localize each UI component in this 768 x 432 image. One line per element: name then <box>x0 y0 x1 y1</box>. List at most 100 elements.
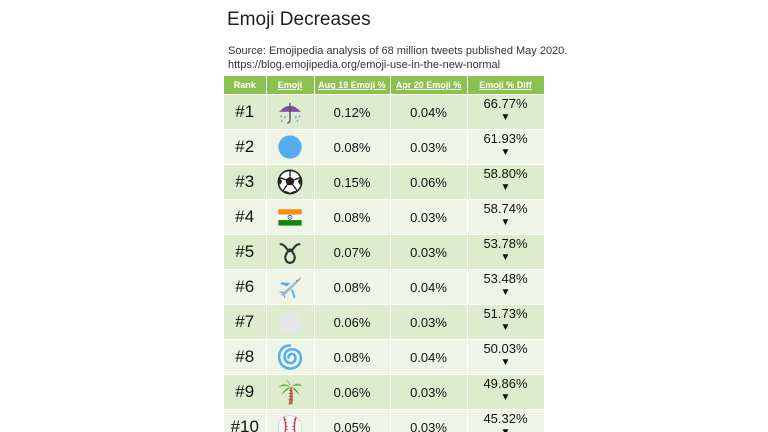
down-arrow-icon: ▼ <box>500 147 511 158</box>
apr-value: 0.03% <box>390 234 468 270</box>
down-arrow-icon: ▼ <box>500 287 511 298</box>
aug-value: 0.08% <box>314 199 391 235</box>
diff-cell: 53.48% ▼ <box>467 269 545 305</box>
diff-cell: 49.86% ▼ <box>467 374 545 410</box>
emoji-cell <box>266 129 315 165</box>
baseball-icon <box>276 413 304 432</box>
aug-value: 0.08% <box>314 339 391 375</box>
header-diff[interactable]: Emoji % Diff <box>467 76 545 95</box>
source-line: Source: Emojipedia analysis of 68 millio… <box>228 45 568 57</box>
table-header-row: Rank Emoji Aug 19 Emoji % Apr 20 Emoji %… <box>224 76 545 95</box>
table-row: #3 0.15% 0.06% 58.80% ▼ <box>224 164 545 200</box>
emoji-table: Rank Emoji Aug 19 Emoji % Apr 20 Emoji %… <box>224 76 545 432</box>
table-row: #5 0.07% 0.03% 53.78% ▼ <box>224 234 545 270</box>
diff-value: 58.74% <box>483 201 528 216</box>
rank-cell: #7 <box>224 304 267 340</box>
rank-cell: #2 <box>224 129 267 165</box>
diff-cell: 45.32%▼ <box>467 409 545 432</box>
table-row: #8 0.08% 0.04% 50.03% ▼ <box>224 339 545 375</box>
diff-value: 66.77% <box>483 96 528 111</box>
palm-tree-icon <box>276 378 304 406</box>
table-row: #1 0.12% 0.04% 66.77% ▼ <box>224 94 545 130</box>
diff-cell: 58.74% ▼ <box>467 199 545 235</box>
diff-value: 53.48% <box>483 271 528 286</box>
down-arrow-icon: ▼ <box>468 426 544 432</box>
table-row: #9 0.06% 0.03% 49.86% ▼ <box>224 374 545 410</box>
diff-value: 45.32% <box>483 411 528 426</box>
apr-value: 0.03% <box>390 374 468 410</box>
emoji-cell <box>266 199 315 235</box>
table-row: #100.05%0.03%45.32%▼ <box>224 409 545 432</box>
header-apr[interactable]: Apr 20 Emoji % <box>390 76 468 95</box>
apr-value: 0.04% <box>390 94 468 130</box>
emoji-cell <box>266 339 315 375</box>
down-arrow-icon: ▼ <box>500 357 511 368</box>
source-note: Source: Emojipedia analysis of 68 millio… <box>228 44 567 72</box>
source-url: https://blog.emojipedia.org/emoji-use-in… <box>228 59 501 71</box>
cyclone-icon <box>276 343 304 371</box>
rank-cell: #5 <box>224 234 267 270</box>
emoji-cell <box>266 374 315 410</box>
apr-value: 0.04% <box>390 339 468 375</box>
table-row: #2 0.08% 0.03% 61.93% ▼ <box>224 129 545 165</box>
blue-circle-icon <box>276 133 304 161</box>
aug-value: 0.08% <box>314 269 391 305</box>
rank-cell: #10 <box>224 409 267 432</box>
header-rank: Rank <box>224 76 267 95</box>
aug-value: 0.08% <box>314 129 391 165</box>
emoji-cell <box>266 409 315 432</box>
airplane-icon <box>276 273 304 301</box>
diff-cell: 53.78% ▼ <box>467 234 545 270</box>
umbrella-with-rain-icon <box>276 98 304 126</box>
emoji-cell <box>266 304 315 340</box>
diff-cell: 50.03% ▼ <box>467 339 545 375</box>
india-flag-icon <box>276 203 304 231</box>
apr-value: 0.03% <box>390 304 468 340</box>
diff-value: 50.03% <box>483 341 528 356</box>
emoji-cell <box>266 94 315 130</box>
down-arrow-icon: ▼ <box>500 182 511 193</box>
header-aug[interactable]: Aug 19 Emoji % <box>314 76 391 95</box>
down-arrow-icon: ▼ <box>500 392 511 403</box>
aug-value: 0.06% <box>314 374 391 410</box>
diff-cell: 51.73% ▼ <box>467 304 545 340</box>
diff-value: 49.86% <box>483 376 528 391</box>
down-arrow-icon: ▼ <box>500 322 511 333</box>
diff-cell: 66.77% ▼ <box>467 94 545 130</box>
table-row: #7 0.06% 0.03% 51.73% ▼ <box>224 304 545 340</box>
down-arrow-icon: ▼ <box>500 112 511 123</box>
table-body: #1 0.12% 0.04% 66.77% ▼ #2 0.08% 0.03% 61.93% ▼ #3… <box>224 94 545 432</box>
rank-cell: #1 <box>224 94 267 130</box>
emoji-cell <box>266 164 315 200</box>
soccer-ball-icon <box>276 168 304 196</box>
down-arrow-icon: ▼ <box>500 252 511 263</box>
apr-value: 0.03% <box>390 199 468 235</box>
rank-cell: #8 <box>224 339 267 375</box>
rank-cell: #4 <box>224 199 267 235</box>
curly-loop-icon <box>276 238 304 266</box>
diff-value: 51.73% <box>483 306 528 321</box>
diff-cell: 58.80% ▼ <box>467 164 545 200</box>
apr-value: 0.06% <box>390 164 468 200</box>
apr-value: 0.03% <box>390 409 468 432</box>
aug-value: 0.15% <box>314 164 391 200</box>
page-title: Emoji Decreases <box>227 9 371 30</box>
diff-value: 58.80% <box>483 166 528 181</box>
apr-value: 0.04% <box>390 269 468 305</box>
aug-value: 0.05% <box>314 409 391 432</box>
apr-value: 0.03% <box>390 129 468 165</box>
rank-cell: #6 <box>224 269 267 305</box>
table-row: #6 0.08% 0.04% 53.48% ▼ <box>224 269 545 305</box>
diff-value: 53.78% <box>483 236 528 251</box>
emoji-cell <box>266 234 315 270</box>
aug-value: 0.06% <box>314 304 391 340</box>
rank-cell: #3 <box>224 164 267 200</box>
emoji-cell <box>266 269 315 305</box>
white-circle-icon <box>276 308 304 336</box>
diff-value: 61.93% <box>483 131 528 146</box>
aug-value: 0.07% <box>314 234 391 270</box>
table-row: #4 0.08% 0.03% 58.74% ▼ <box>224 199 545 235</box>
diff-cell: 61.93% ▼ <box>467 129 545 165</box>
header-emoji[interactable]: Emoji <box>266 76 315 95</box>
rank-cell: #9 <box>224 374 267 410</box>
